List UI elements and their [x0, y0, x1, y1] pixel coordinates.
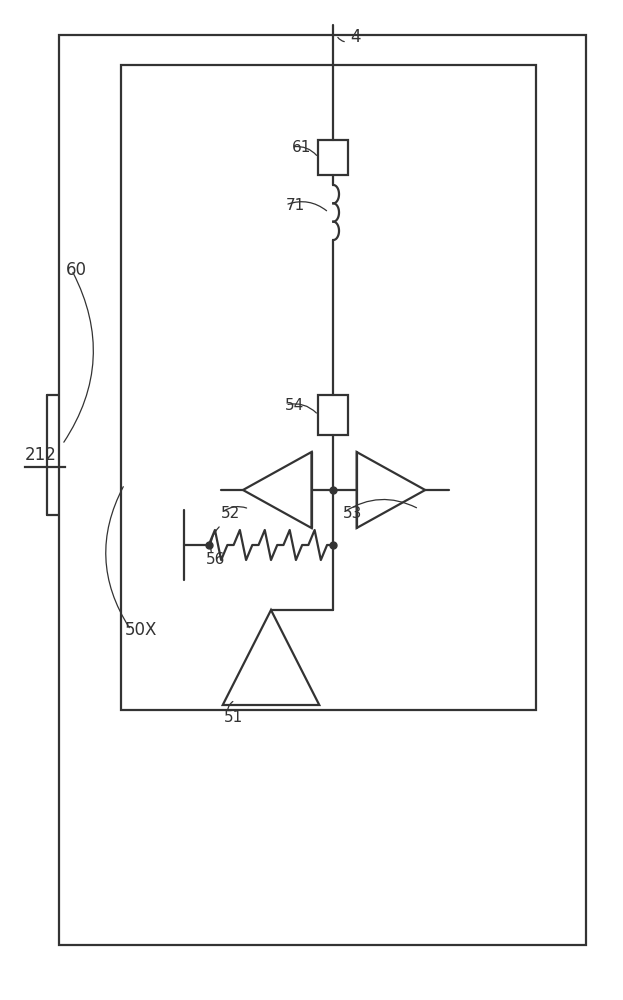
- Text: 50X: 50X: [125, 621, 157, 639]
- Text: 56: 56: [206, 552, 225, 568]
- Text: 60: 60: [65, 261, 87, 279]
- Bar: [59, 35, 586, 945]
- Text: 61: 61: [292, 139, 311, 154]
- Bar: [318, 140, 348, 175]
- Polygon shape: [243, 452, 312, 528]
- Polygon shape: [223, 610, 319, 705]
- Bar: [121, 65, 536, 710]
- Text: 53: 53: [343, 506, 362, 520]
- Text: 71: 71: [285, 198, 305, 213]
- Text: 52: 52: [221, 506, 240, 520]
- Text: 51: 51: [224, 710, 244, 726]
- Text: 54: 54: [285, 397, 305, 412]
- Bar: [318, 395, 348, 435]
- Polygon shape: [356, 452, 425, 528]
- Text: 212: 212: [25, 446, 57, 464]
- Text: 4: 4: [350, 28, 361, 46]
